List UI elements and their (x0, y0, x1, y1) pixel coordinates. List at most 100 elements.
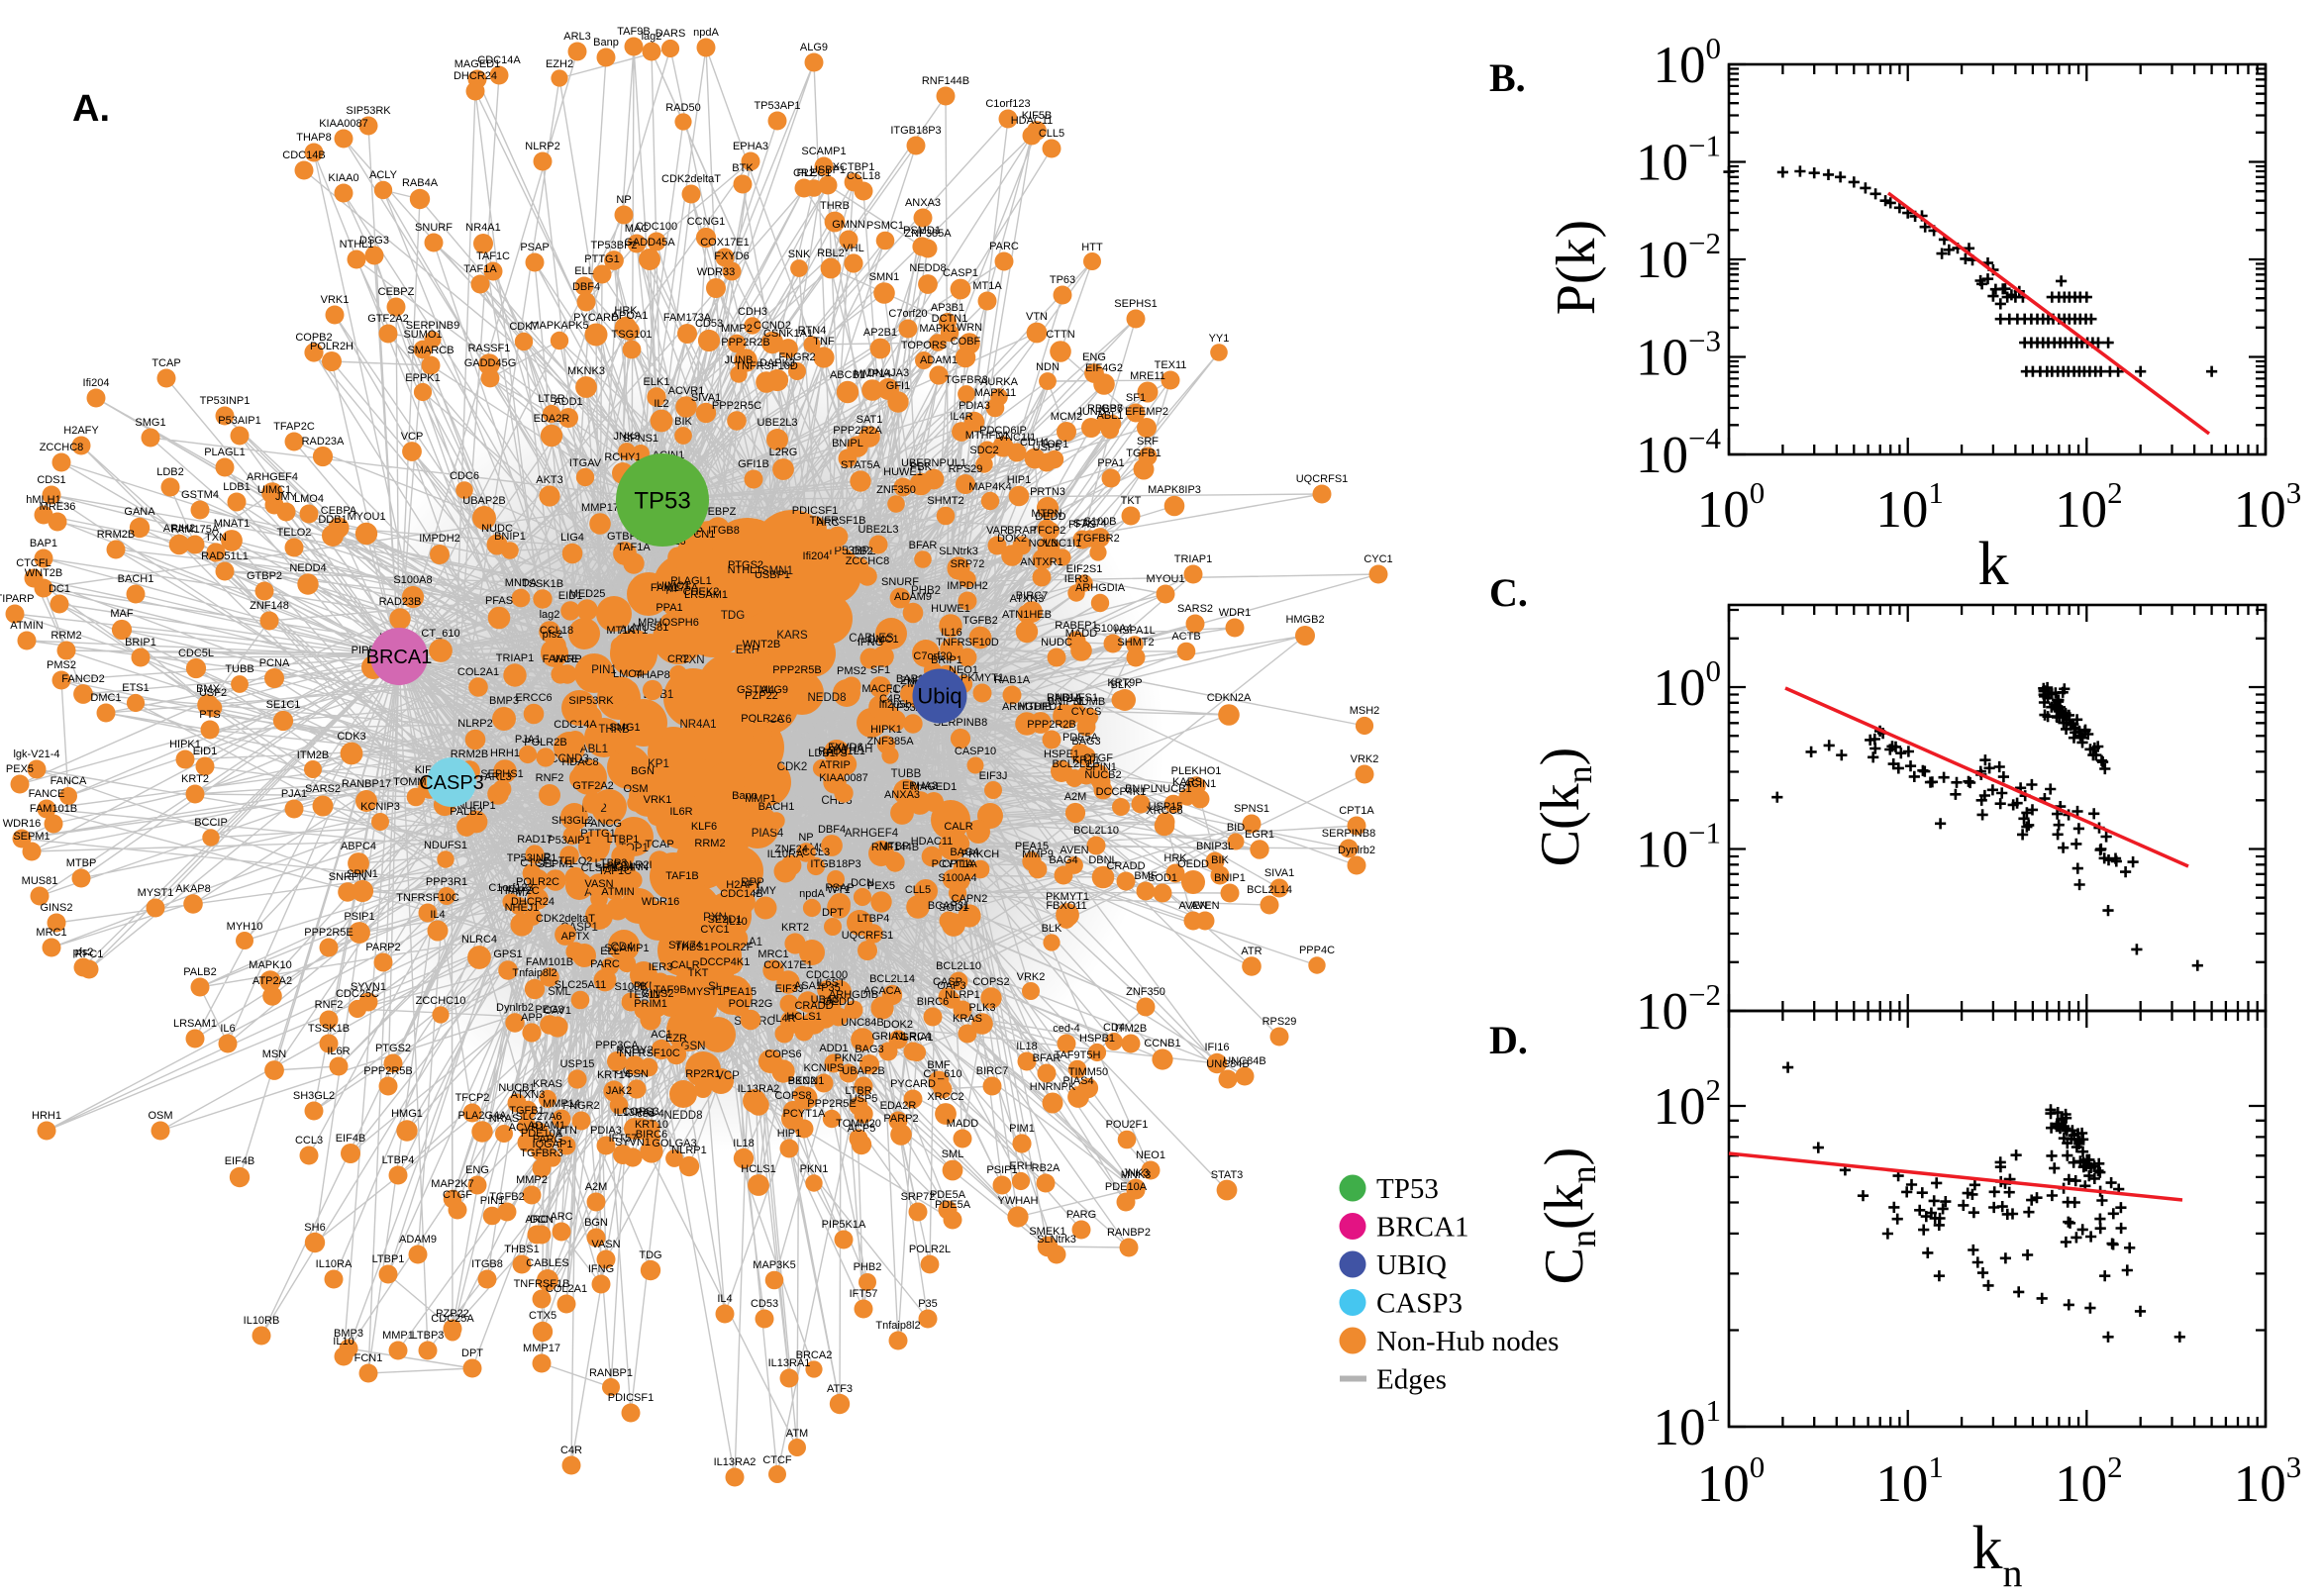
svg-text:XCTBP1: XCTBP1 (833, 161, 875, 173)
svg-text:PALB2: PALB2 (450, 806, 482, 818)
svg-text:THBS1: THBS1 (504, 1244, 539, 1255)
svg-text:WDR16: WDR16 (642, 896, 680, 908)
svg-text:Ifi204: Ifi204 (803, 550, 830, 562)
svg-text:VCP: VCP (401, 431, 424, 443)
svg-text:RRM2: RRM2 (50, 630, 81, 642)
svg-text:NEDD8: NEDD8 (808, 692, 847, 704)
svg-text:CR2: CR2 (793, 167, 815, 179)
svg-text:CEBPA: CEBPA (321, 505, 357, 517)
svg-text:VCP: VCP (716, 1070, 740, 1082)
svg-text:SNK: SNK (788, 249, 811, 260)
svg-text:AKT3: AKT3 (536, 474, 563, 486)
svg-text:IL6ST: IL6ST (816, 977, 846, 989)
svg-text:USP15: USP15 (560, 1058, 595, 1070)
svg-text:VNC1I1: VNC1I1 (1044, 538, 1082, 549)
svg-text:BNIPL: BNIPL (1125, 783, 1157, 795)
svg-text:PKN2: PKN2 (835, 1052, 863, 1064)
svg-text:PPP3CA: PPP3CA (595, 1040, 639, 1051)
svg-text:Non-Hub nodes: Non-Hub nodes (1376, 1326, 1559, 1357)
svg-text:JAK2: JAK2 (606, 1085, 632, 1097)
svg-text:IL13RA1: IL13RA1 (768, 1357, 811, 1369)
svg-text:TP53AP1: TP53AP1 (754, 100, 800, 112)
svg-text:TEX11: TEX11 (1155, 359, 1187, 371)
svg-text:RBBP7: RBBP7 (1087, 403, 1123, 415)
svg-text:PPA1: PPA1 (1097, 457, 1124, 469)
svg-text:PEA15: PEA15 (1015, 841, 1049, 852)
svg-text:HDAC11: HDAC11 (1011, 115, 1054, 127)
svg-text:PJA1: PJA1 (515, 734, 541, 746)
svg-text:RABEP1: RABEP1 (1055, 620, 1097, 632)
svg-text:PIAS4: PIAS4 (752, 828, 784, 840)
svg-text:FAM101B: FAM101B (30, 803, 77, 815)
svg-text:MUS81: MUS81 (633, 622, 669, 634)
svg-text:PTGS2: PTGS2 (728, 559, 763, 571)
svg-text:GADD45G: GADD45G (464, 357, 517, 369)
svg-text:MED25: MED25 (569, 588, 606, 600)
svg-text:ITGB8: ITGB8 (471, 1258, 503, 1270)
svg-text:NP: NP (616, 194, 631, 206)
svg-text:POLR2C: POLR2C (516, 876, 559, 888)
svg-text:NEDD4: NEDD4 (289, 562, 326, 574)
svg-text:FCN1: FCN1 (354, 1352, 383, 1364)
svg-text:RAD23B: RAD23B (379, 596, 422, 608)
svg-text:NUDC: NUDC (481, 523, 513, 535)
svg-text:MYOU1: MYOU1 (347, 511, 385, 523)
svg-text:PPP2R5B: PPP2R5B (772, 664, 822, 676)
svg-text:SPIN1: SPIN1 (347, 868, 378, 880)
svg-text:HMGB2: HMGB2 (1285, 614, 1324, 626)
svg-text:GFI1B: GFI1B (738, 458, 769, 470)
svg-text:IFNG: IFNG (588, 1263, 614, 1275)
svg-text:BAG3: BAG3 (855, 1044, 883, 1055)
svg-text:TP53BP2: TP53BP2 (827, 546, 875, 557)
svg-text:WT1: WT1 (827, 884, 850, 896)
svg-text:IL4: IL4 (717, 1293, 732, 1305)
svg-text:SIVA1: SIVA1 (691, 392, 721, 404)
svg-text:S100A8: S100A8 (393, 574, 432, 586)
svg-text:PARC: PARC (590, 958, 620, 970)
svg-text:BLK: BLK (1042, 923, 1062, 935)
svg-text:IL10RA: IL10RA (316, 1258, 353, 1270)
svg-text:RAD23A: RAD23A (302, 436, 345, 448)
svg-text:pfs2: pfs2 (73, 947, 94, 958)
svg-text:BRAP: BRAP (1007, 525, 1037, 537)
svg-text:ITGB18P3: ITGB18P3 (890, 125, 941, 137)
svg-text:CRADD: CRADD (1106, 860, 1145, 872)
svg-text:CDC25C: CDC25C (336, 988, 379, 1000)
svg-text:RAD51L1: RAD51L1 (818, 746, 865, 757)
svg-text:STAT5A: STAT5A (841, 459, 881, 471)
svg-text:Dynlrb2: Dynlrb2 (1338, 845, 1375, 856)
svg-text:EID1: EID1 (193, 746, 217, 757)
svg-text:Cn(kn): Cn(kn) (1534, 1147, 1603, 1285)
svg-text:THRB: THRB (820, 200, 850, 212)
svg-text:POLR2A: POLR2A (741, 713, 784, 725)
svg-text:P(k): P(k) (1546, 220, 1607, 315)
svg-text:DDB1: DDB1 (318, 514, 347, 526)
svg-text:ITM2B: ITM2B (1115, 1023, 1147, 1035)
svg-text:CCND3: CCND3 (550, 753, 589, 765)
svg-text:IFT57: IFT57 (850, 1288, 878, 1300)
svg-text:Banp: Banp (593, 37, 619, 49)
svg-text:SF1: SF1 (870, 664, 890, 676)
svg-text:EPPK1: EPPK1 (405, 372, 440, 384)
svg-text:APTX: APTX (561, 931, 590, 943)
svg-text:TRIAP1: TRIAP1 (1174, 553, 1213, 565)
svg-text:LDB2: LDB2 (156, 466, 184, 478)
svg-text:GFI1: GFI1 (886, 380, 910, 392)
svg-text:BIRC7: BIRC7 (1016, 590, 1048, 602)
svg-text:PLEKHO1: PLEKHO1 (1171, 765, 1222, 777)
svg-text:DNAJA3: DNAJA3 (867, 367, 909, 379)
svg-text:ATRIP: ATRIP (819, 759, 851, 771)
svg-text:TP53BP2: TP53BP2 (590, 240, 637, 251)
svg-text:ARHGDIB: ARHGDIB (829, 989, 878, 1001)
svg-text:LMO4: LMO4 (613, 668, 643, 680)
svg-text:POLR2I: POLR2I (613, 859, 652, 871)
svg-text:P53AIP1: P53AIP1 (548, 835, 590, 847)
svg-text:MRC1: MRC1 (758, 948, 788, 960)
svg-text:XRCC6: XRCC6 (1146, 805, 1182, 817)
svg-text:CDH3: CDH3 (738, 306, 767, 318)
svg-text:PCYT1A: PCYT1A (932, 858, 974, 870)
svg-text:VHL: VHL (843, 243, 863, 254)
svg-text:HSPB1: HSPB1 (1079, 1033, 1115, 1045)
svg-text:ERH: ERH (1009, 1160, 1032, 1172)
svg-text:TOMM20: TOMM20 (836, 1118, 881, 1130)
